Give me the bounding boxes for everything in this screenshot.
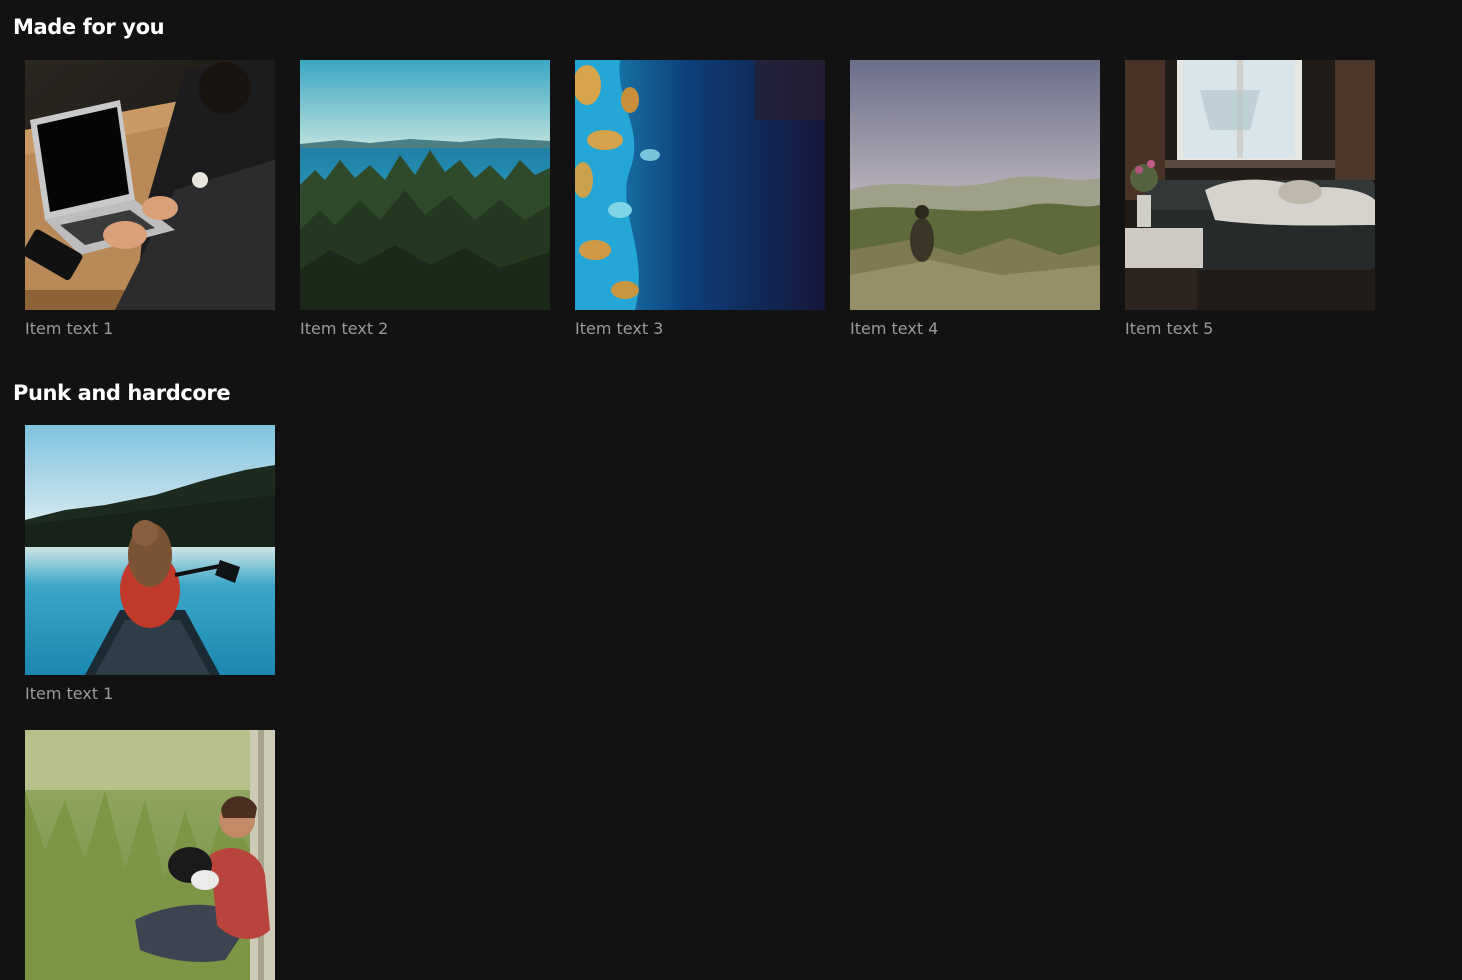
media-tile-6[interactable]: Item text 1 — [25, 425, 275, 704]
item-thumbnail-forest-lake — [300, 60, 550, 310]
item-caption: Item text 1 — [25, 319, 114, 338]
section-title-punk-and-hardcore: Punk and hardcore — [13, 381, 231, 405]
item-caption: Item text 4 — [850, 319, 939, 338]
item-thumbnail-canoe — [25, 425, 275, 675]
item-caption: Item text 2 — [300, 319, 389, 338]
item-thumbnail-couch — [1125, 60, 1375, 310]
media-tile-5[interactable]: Item text 5 — [1125, 60, 1375, 339]
section-title-made-for-you: Made for you — [13, 15, 165, 39]
item-caption: Item text 5 — [1125, 319, 1214, 338]
item-caption: Item text 3 — [575, 319, 664, 338]
item-thumbnail-misty-mountain — [850, 60, 1100, 310]
item-thumbnail-ocean-aerial — [575, 60, 825, 310]
media-tile-1[interactable]: Item text 1 — [25, 60, 275, 339]
media-tile-4[interactable]: Item text 4 — [850, 60, 1100, 339]
media-tile-7[interactable] — [25, 730, 275, 980]
media-tile-2[interactable]: Item text 2 — [300, 60, 550, 339]
media-tile-3[interactable]: Item text 3 — [575, 60, 825, 339]
item-thumbnail-grass-dog — [25, 730, 275, 980]
item-caption: Item text 1 — [25, 684, 114, 703]
item-thumbnail-laptop — [25, 60, 275, 310]
